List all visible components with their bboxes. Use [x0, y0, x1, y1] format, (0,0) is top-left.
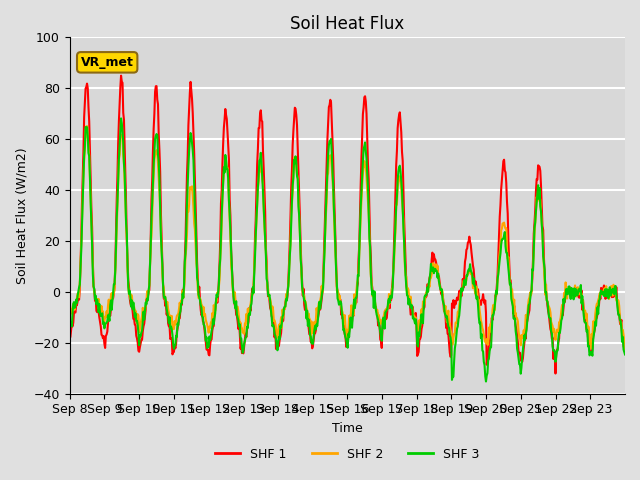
SHF 1	[132, 323, 140, 328]
SHF 2	[132, 308, 140, 313]
SHF 2	[621, 346, 629, 352]
SHF 3	[132, 311, 140, 316]
Legend: SHF 1, SHF 2, SHF 3: SHF 1, SHF 2, SHF 3	[211, 443, 484, 466]
SHF 3	[66, 317, 74, 323]
Y-axis label: Soil Heat Flux (W/m2): Soil Heat Flux (W/m2)	[15, 147, 28, 284]
SHF 2	[261, 236, 269, 242]
Title: Soil Heat Flux: Soil Heat Flux	[290, 15, 404, 33]
SHF 1	[552, 371, 559, 376]
SHF 2	[83, 123, 91, 129]
SHF 2	[282, 291, 290, 297]
SHF 2	[234, 304, 241, 310]
SHF 3	[621, 351, 629, 357]
Line: SHF 2: SHF 2	[70, 126, 625, 349]
Line: SHF 3: SHF 3	[70, 119, 625, 382]
SHF 1	[282, 296, 290, 301]
SHF 1	[405, 300, 413, 305]
SHF 2	[405, 298, 413, 303]
SHF 3	[482, 379, 490, 384]
SHF 2	[436, 285, 444, 290]
Text: VR_met: VR_met	[81, 56, 134, 69]
SHF 3	[261, 234, 269, 240]
SHF 1	[261, 208, 269, 214]
SHF 1	[621, 343, 629, 349]
SHF 1	[234, 319, 241, 324]
SHF 2	[66, 317, 74, 323]
SHF 3	[117, 116, 125, 121]
Line: SHF 1: SHF 1	[70, 76, 625, 373]
SHF 1	[117, 73, 125, 79]
SHF 3	[436, 287, 444, 292]
SHF 3	[282, 296, 290, 301]
X-axis label: Time: Time	[332, 422, 363, 435]
SHF 1	[66, 336, 74, 341]
SHF 3	[405, 296, 413, 302]
SHF 1	[436, 285, 444, 290]
SHF 3	[234, 315, 241, 321]
